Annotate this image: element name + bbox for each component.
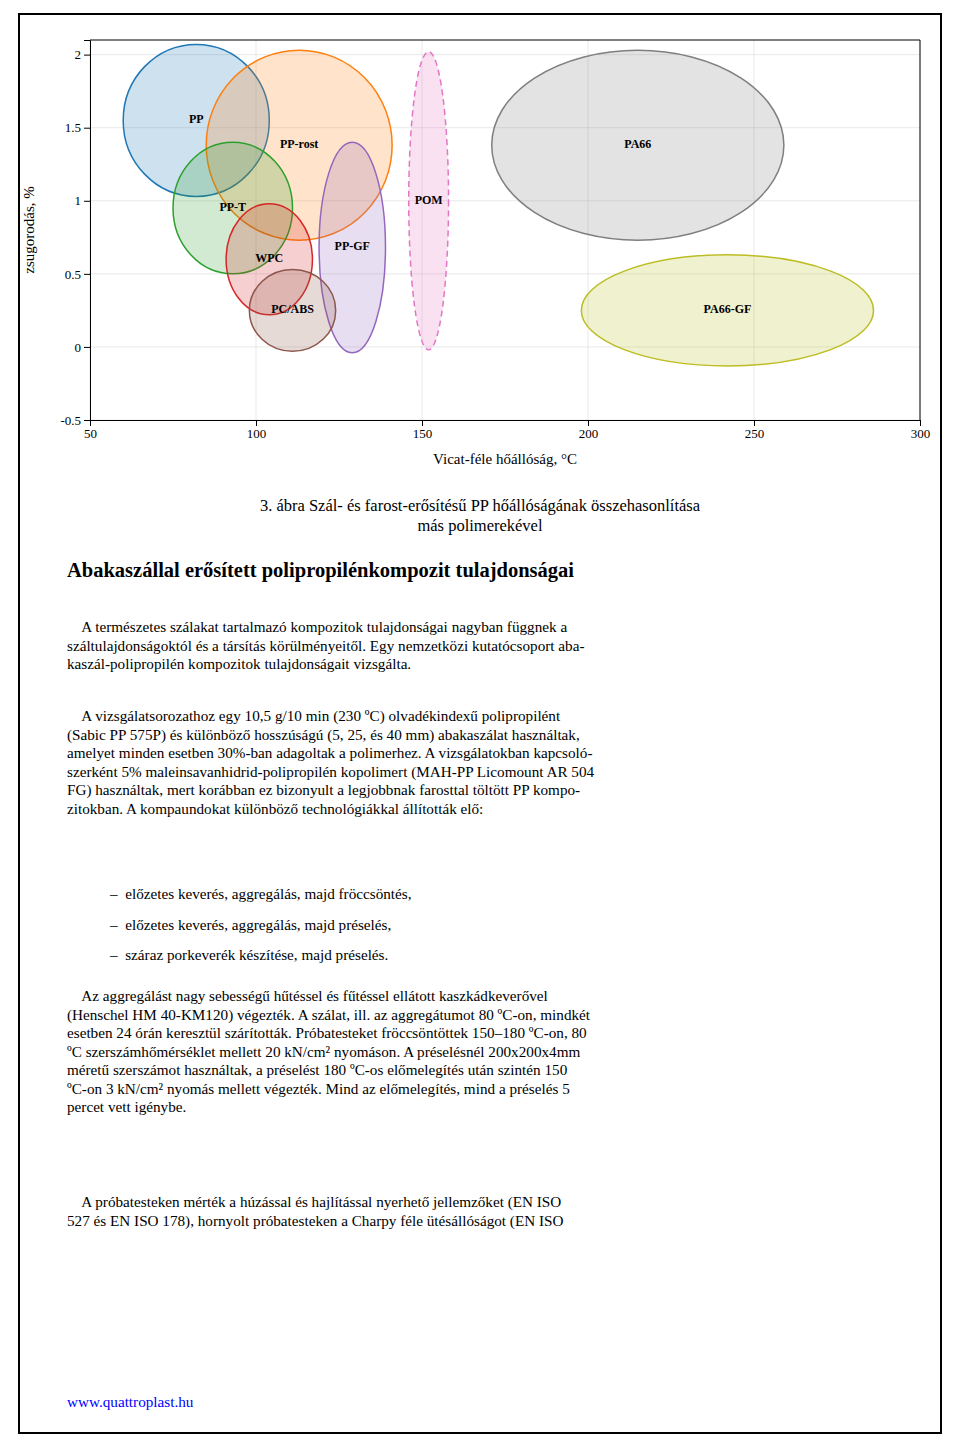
y-tick-mark	[84, 55, 90, 56]
ellipse-label: PP	[189, 112, 204, 126]
grid-line-x	[920, 40, 921, 420]
x-tick: 300	[911, 420, 931, 441]
bullet: – előzetes keverés, aggregálás, majd frö…	[109, 885, 412, 902]
y-axis: -0.5 0 0.5 1 1.5 2	[60, 41, 90, 428]
x-tick: 250	[745, 420, 765, 441]
x-tick: 100	[247, 420, 267, 441]
ellipse-label: PP-rost	[280, 137, 318, 151]
y-tick-mark	[84, 201, 90, 202]
marks	[123, 44, 873, 366]
x-tick-label: 200	[579, 426, 599, 441]
y-tick-label: 0	[75, 340, 82, 355]
y-tick: 2	[75, 47, 91, 62]
x-tick-label: 100	[247, 426, 267, 441]
ellipse-label: PA66-GF	[704, 302, 752, 316]
paragraph-line: száltulajdonságoktól és a társítás körül…	[67, 637, 585, 654]
y-tick-mark	[84, 128, 90, 129]
x-tick-label: 250	[745, 426, 765, 441]
y-tick-label: -0.5	[60, 413, 81, 428]
x-tick-mark	[920, 420, 921, 426]
y-tick-mark	[84, 420, 90, 421]
article-text: 3. ábra Szál- és farost-erősítésű PP hőá…	[67, 496, 701, 1411]
paragraph-line: A vizsgálatsorozathoz egy 10,5 g/10 min …	[67, 707, 561, 725]
paragraph-line: 527 és EN ISO 178), hornyolt próbatestek…	[67, 1212, 563, 1230]
paragraph-line: (Henschel HM 40-KM120) végezték. A szála…	[67, 1006, 591, 1024]
y-axis-title: zsugorodás, %	[21, 186, 37, 273]
x-tick-label: 50	[84, 426, 97, 441]
caption: más polimerekével	[417, 516, 542, 535]
x-tick: 150	[413, 420, 433, 441]
paragraph-line: A természetes szálakat tartalmazó kompoz…	[67, 618, 567, 635]
paragraph-line: Az aggregálást nagy sebességű hűtéssel é…	[67, 987, 548, 1004]
y-tick-mark	[84, 347, 90, 348]
plot-frame-top	[90, 40, 920, 41]
paragraph-line: szerként 5% maleinsavanhidrid-polipropil…	[67, 763, 595, 781]
paragraph-line: méretű szerszámot használtak, a préselés…	[67, 1061, 568, 1078]
y-tick: 1.5	[65, 120, 90, 135]
ellipse-label: PC/ABS	[271, 302, 314, 316]
plot-frame-right	[920, 40, 921, 420]
paragraph-line: amelyet minden esetben 30%-ban adagoltak…	[67, 744, 592, 761]
y-tick-label: 0.5	[65, 267, 81, 282]
y-axis-line	[84, 41, 91, 421]
ellipse-labels: PP PP-rost PP-T WPC PP-GF PC/ABS POM PA66 PA66-G…	[189, 112, 751, 316]
ellipse	[581, 255, 873, 366]
paragraph-line: (Sabic PP 575P) és különböző hosszúságú …	[67, 726, 580, 744]
paragraph-line: ºC-on 3 kN/cm² nyomás mellett végezték. …	[67, 1080, 570, 1097]
x-tick: 200	[579, 420, 599, 441]
paragraph-line: percet vett igénybe.	[67, 1098, 186, 1115]
ellipse	[492, 50, 784, 240]
x-axis: 50 100 150 200 250 300	[84, 420, 930, 441]
paragraph-line: zitokban. A kompaundokat különböző techn…	[67, 800, 483, 817]
bullet: – száraz porkeverék készítése, majd prés…	[109, 946, 388, 963]
paragraph-line: FG) használtak, mert korábban ez bizonyu…	[67, 781, 580, 799]
ellipse-label: WPC	[255, 251, 283, 265]
y-tick-mark	[84, 274, 90, 275]
paragraph-line: kaszál-polipropilén kompozitok tulajdons…	[67, 655, 411, 672]
ellipse-label: PP-T	[219, 200, 246, 214]
y-tick-label: 1.5	[65, 120, 81, 135]
x-axis-title: Vicat-féle hőállóság, °C	[433, 451, 577, 467]
bullet: – előzetes keverés, aggregálás, majd pré…	[109, 916, 391, 933]
url: www.quattroplast.hu	[67, 1393, 194, 1410]
x-tick: 50	[84, 420, 97, 441]
x-tick-mark	[754, 420, 755, 426]
y-tick: 1	[75, 193, 91, 208]
heading: Abakaszállal erősített polipropilénkompo…	[67, 559, 574, 582]
ellipse-label: PP-GF	[335, 239, 370, 253]
x-tick-mark	[588, 420, 589, 426]
chart: 50100150200250300-0.500.511.52PPPP-rostP…	[21, 40, 930, 467]
x-tick-label: 150	[413, 426, 433, 441]
caption: 3. ábra Szál- és farost-erősítésű PP hőá…	[260, 496, 701, 515]
page: 50100150200250300-0.500.511.52PPPP-rostP…	[0, 0, 960, 1448]
ellipse	[249, 269, 335, 351]
x-axis-line	[91, 421, 921, 427]
page-border	[19, 14, 941, 1433]
ellipse-label: PA66	[624, 137, 651, 151]
ellipse-label: POM	[415, 193, 443, 207]
grid	[90, 40, 920, 420]
y-tick-label: 1	[75, 193, 82, 208]
y-tick: 0.5	[65, 267, 90, 282]
y-tick: 0	[75, 340, 91, 355]
ellipse	[409, 52, 449, 350]
x-tick-mark	[422, 420, 423, 426]
y-tick-label: 2	[75, 47, 82, 62]
paragraph-line: A próbatesteken mérték a húzással és haj…	[67, 1193, 561, 1211]
x-tick-label: 300	[911, 426, 931, 441]
paragraph-line: esetben 24 órán keresztül szárították. P…	[67, 1024, 587, 1041]
paragraph-line: ºC szerszámhőmérséklet mellett 20 kN/cm²…	[67, 1043, 580, 1060]
y-tick: -0.5	[60, 413, 90, 428]
x-tick-mark	[256, 420, 257, 426]
